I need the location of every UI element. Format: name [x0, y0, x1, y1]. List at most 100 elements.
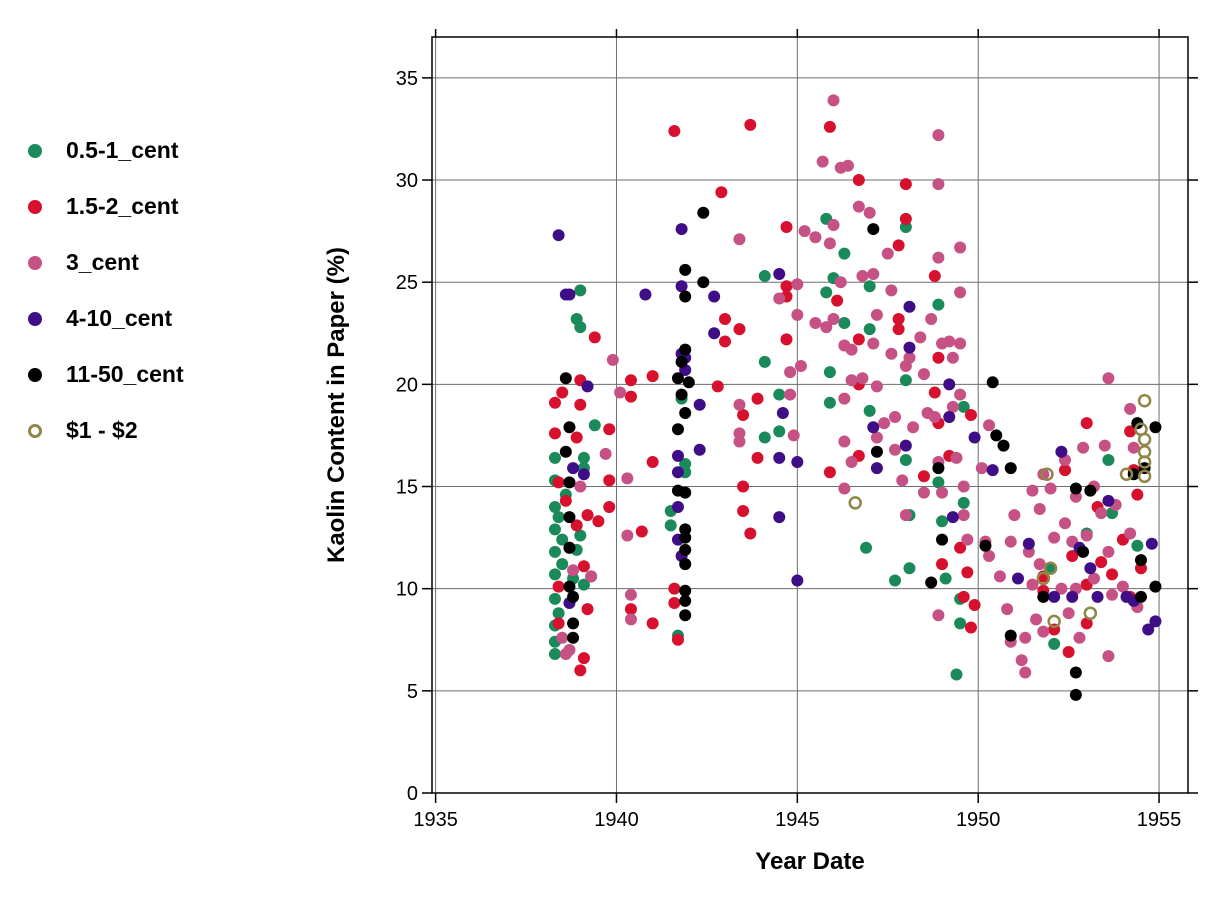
data-point-series-1 — [737, 409, 750, 421]
x-tick-label: 1950 — [956, 809, 1001, 831]
data-point-series-1 — [570, 519, 583, 532]
data-point-series-1 — [635, 525, 648, 538]
data-point-series-2 — [878, 417, 891, 430]
data-point-series-4 — [932, 462, 945, 475]
data-point-series-1 — [718, 312, 731, 325]
data-point-series-2 — [838, 435, 851, 448]
data-point-series-0 — [773, 388, 786, 401]
data-point-series-2 — [563, 643, 576, 656]
data-point-series-2 — [946, 351, 959, 364]
data-point-series-4 — [1149, 580, 1162, 593]
data-point-series-1 — [892, 312, 905, 325]
data-point-series-2 — [809, 231, 822, 244]
data-points — [548, 94, 1162, 701]
data-point-series-0 — [838, 247, 851, 260]
data-point-series-0 — [758, 431, 771, 444]
data-point-series-4 — [679, 584, 692, 597]
data-point-series-0 — [588, 419, 601, 432]
data-point-series-5 — [848, 496, 862, 510]
data-point-series-1 — [711, 380, 724, 393]
data-point-series-0 — [548, 500, 561, 513]
data-point-series-1 — [780, 221, 793, 234]
data-point-series-3 — [943, 378, 956, 391]
data-point-series-0 — [556, 533, 569, 546]
data-point-series-5 — [1043, 561, 1058, 575]
data-point-series-4 — [563, 476, 576, 489]
legend-label-3-cent: 3_cent — [66, 249, 139, 275]
data-point-series-3 — [867, 421, 880, 434]
data-point-series-2 — [574, 480, 587, 493]
data-point-series-5 — [1137, 393, 1152, 408]
data-point-series-2 — [791, 278, 804, 291]
data-point-series-2 — [845, 343, 858, 356]
data-point-series-1 — [928, 270, 941, 283]
data-point-series-1 — [1124, 425, 1137, 438]
data-point-series-4 — [675, 355, 688, 368]
data-point-series-2 — [954, 388, 967, 401]
data-point-series-2 — [932, 178, 945, 191]
data-point-series-2 — [784, 366, 797, 379]
data-point-series-2 — [889, 411, 902, 424]
data-point-series-1 — [751, 392, 764, 405]
legend-marker-1-2-dollar — [28, 424, 42, 438]
data-point-series-2 — [809, 317, 822, 330]
data-point-series-0 — [932, 298, 945, 311]
data-point-series-2 — [733, 233, 746, 246]
y-tick-label: 15 — [396, 477, 418, 499]
data-point-series-2 — [957, 480, 970, 493]
data-point-series-2 — [1087, 572, 1100, 585]
data-point-series-1 — [624, 390, 637, 403]
data-point-series-2 — [907, 421, 920, 434]
data-point-series-2 — [1106, 588, 1119, 601]
data-point-series-5 — [1134, 422, 1148, 437]
data-point-series-1 — [671, 633, 684, 646]
data-point-series-5 — [1083, 606, 1098, 620]
data-point-series-2 — [870, 308, 883, 321]
data-point-series-2 — [1116, 580, 1129, 593]
data-point-series-2 — [852, 200, 865, 213]
data-point-series-3 — [1048, 590, 1061, 603]
data-point-series-3 — [693, 398, 706, 411]
data-point-series-1 — [892, 239, 905, 252]
data-point-series-2 — [993, 570, 1006, 583]
data-point-series-5 — [1137, 455, 1152, 469]
data-point-series-4 — [679, 406, 692, 419]
data-point-series-1 — [780, 333, 793, 346]
data-point-series-1 — [957, 590, 970, 603]
data-point-series-4 — [1004, 629, 1017, 642]
data-point-series-5 — [1036, 571, 1051, 586]
data-point-series-4 — [675, 388, 688, 401]
data-point-series-3 — [773, 268, 786, 281]
data-point-series-2 — [845, 374, 858, 387]
data-point-series-3 — [577, 468, 590, 481]
data-point-series-3 — [1022, 537, 1035, 550]
x-tick-label: 1935 — [413, 809, 458, 831]
data-point-series-4 — [936, 533, 949, 546]
data-point-series-3 — [671, 466, 684, 479]
data-point-series-2 — [885, 347, 898, 360]
data-point-series-1 — [574, 398, 587, 411]
data-point-series-5 — [1137, 469, 1152, 484]
data-point-series-1 — [1131, 488, 1144, 501]
data-point-series-2 — [1037, 625, 1050, 638]
x-axis-label: Year Date — [755, 848, 864, 875]
data-point-series-3 — [791, 455, 804, 468]
data-point-series-4 — [671, 372, 684, 385]
data-point-series-2 — [827, 94, 840, 107]
data-point-series-0 — [552, 607, 565, 620]
data-point-series-0 — [548, 592, 561, 605]
data-point-series-4 — [870, 445, 883, 458]
data-point-series-1 — [932, 351, 945, 364]
data-point-series-3 — [671, 500, 684, 513]
data-point-series-3 — [581, 380, 594, 393]
data-point-series-2 — [957, 509, 970, 522]
data-point-series-2 — [1055, 582, 1068, 595]
data-point-series-1 — [581, 603, 594, 616]
data-point-series-2 — [556, 631, 569, 644]
data-point-series-4 — [1069, 482, 1082, 495]
data-point-series-3 — [639, 288, 652, 301]
data-point-series-1 — [552, 617, 565, 630]
y-tick-label: 35 — [396, 68, 418, 90]
data-point-series-3 — [1066, 590, 1079, 603]
